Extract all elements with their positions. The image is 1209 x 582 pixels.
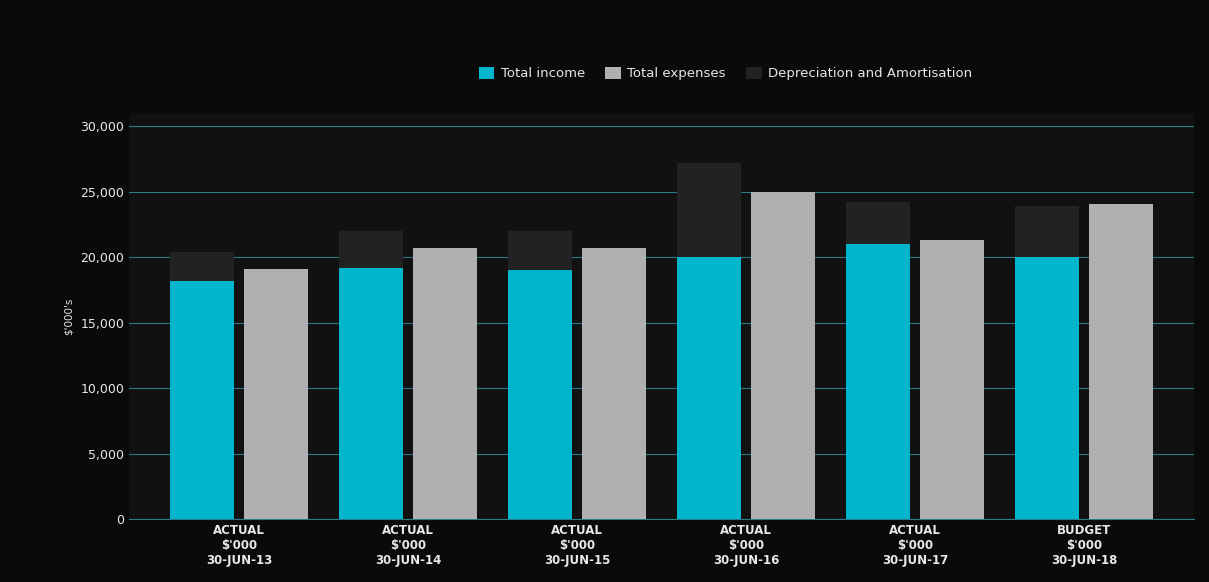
Bar [1014,206,1080,257]
Bar [339,268,403,519]
Bar [413,248,478,519]
Bar [1014,257,1080,519]
Bar [339,231,403,268]
Bar [508,231,572,271]
Bar [677,257,741,519]
Bar [169,252,233,281]
Bar [846,203,910,244]
Bar [677,163,741,257]
Bar [508,271,572,519]
Bar [920,240,984,519]
Bar [846,244,910,519]
Bar [244,269,308,519]
Y-axis label: $'000's: $'000's [63,297,74,335]
Bar [169,281,233,519]
Bar [582,248,647,519]
Bar [751,192,815,519]
Bar [1089,204,1153,519]
Legend: Total income, Total expenses, Depreciation and Amortisation: Total income, Total expenses, Depreciati… [479,67,972,80]
